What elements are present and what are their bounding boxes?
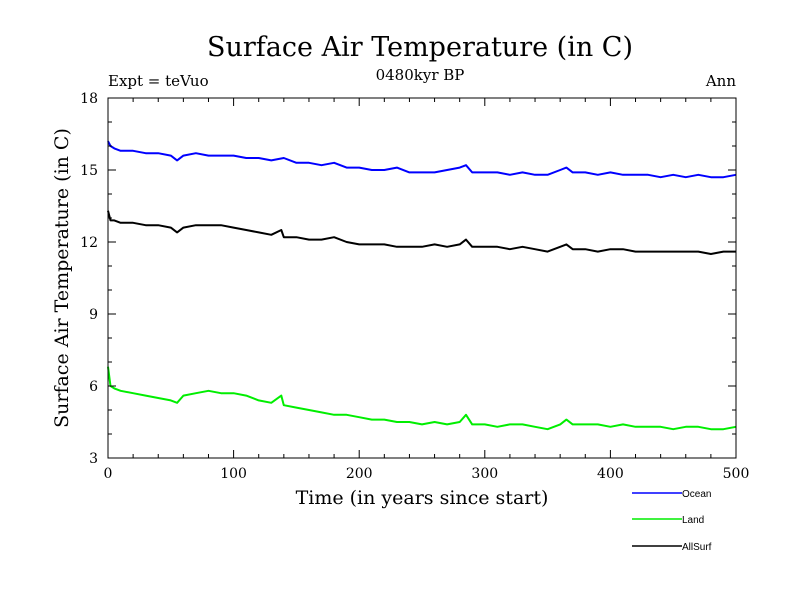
plot-frame [107, 97, 737, 459]
legend-label: Ocean [682, 489, 711, 500]
chart-subtitle: 0480kyr BP [376, 66, 465, 84]
x-tick-label: 100 [220, 466, 247, 482]
x-tick-label: 500 [723, 466, 750, 482]
y-tick-label: 9 [89, 307, 98, 323]
x-tick-label: 0 [104, 466, 113, 482]
chart-title: Surface Air Temperature (in C) [207, 32, 633, 63]
x-tick-label: 300 [471, 466, 498, 482]
legend-label: AllSurf [682, 542, 712, 553]
legend-item-ocean: Ocean [632, 489, 711, 500]
ticks-layer: 0 100 200 300 400 500 3 6 9 12 15 18 [80, 91, 749, 482]
y-tick-label: 3 [89, 451, 98, 467]
y-axis-label: Surface Air Temperature (in C) [51, 128, 73, 428]
x-tick-label: 200 [346, 466, 373, 482]
series-layer [107, 140, 737, 431]
season-label: Ann [705, 72, 736, 90]
y-tick-label: 12 [80, 235, 98, 251]
legend: Ocean Land AllSurf [632, 489, 712, 553]
series-line-allsurf [107, 210, 736, 255]
y-tick-label: 6 [89, 379, 98, 395]
x-tick-label: 400 [597, 466, 624, 482]
experiment-label: Expt = teVuo [108, 72, 209, 90]
y-tick-label: 15 [80, 163, 98, 179]
legend-item-land: Land [632, 515, 704, 526]
legend-item-allsurf: AllSurf [632, 542, 712, 553]
series-line-land [107, 366, 737, 431]
series-line-ocean [107, 140, 737, 179]
legend-label: Land [682, 515, 704, 526]
y-tick-label: 18 [80, 91, 98, 107]
x-axis-label: Time (in years since start) [296, 487, 549, 509]
